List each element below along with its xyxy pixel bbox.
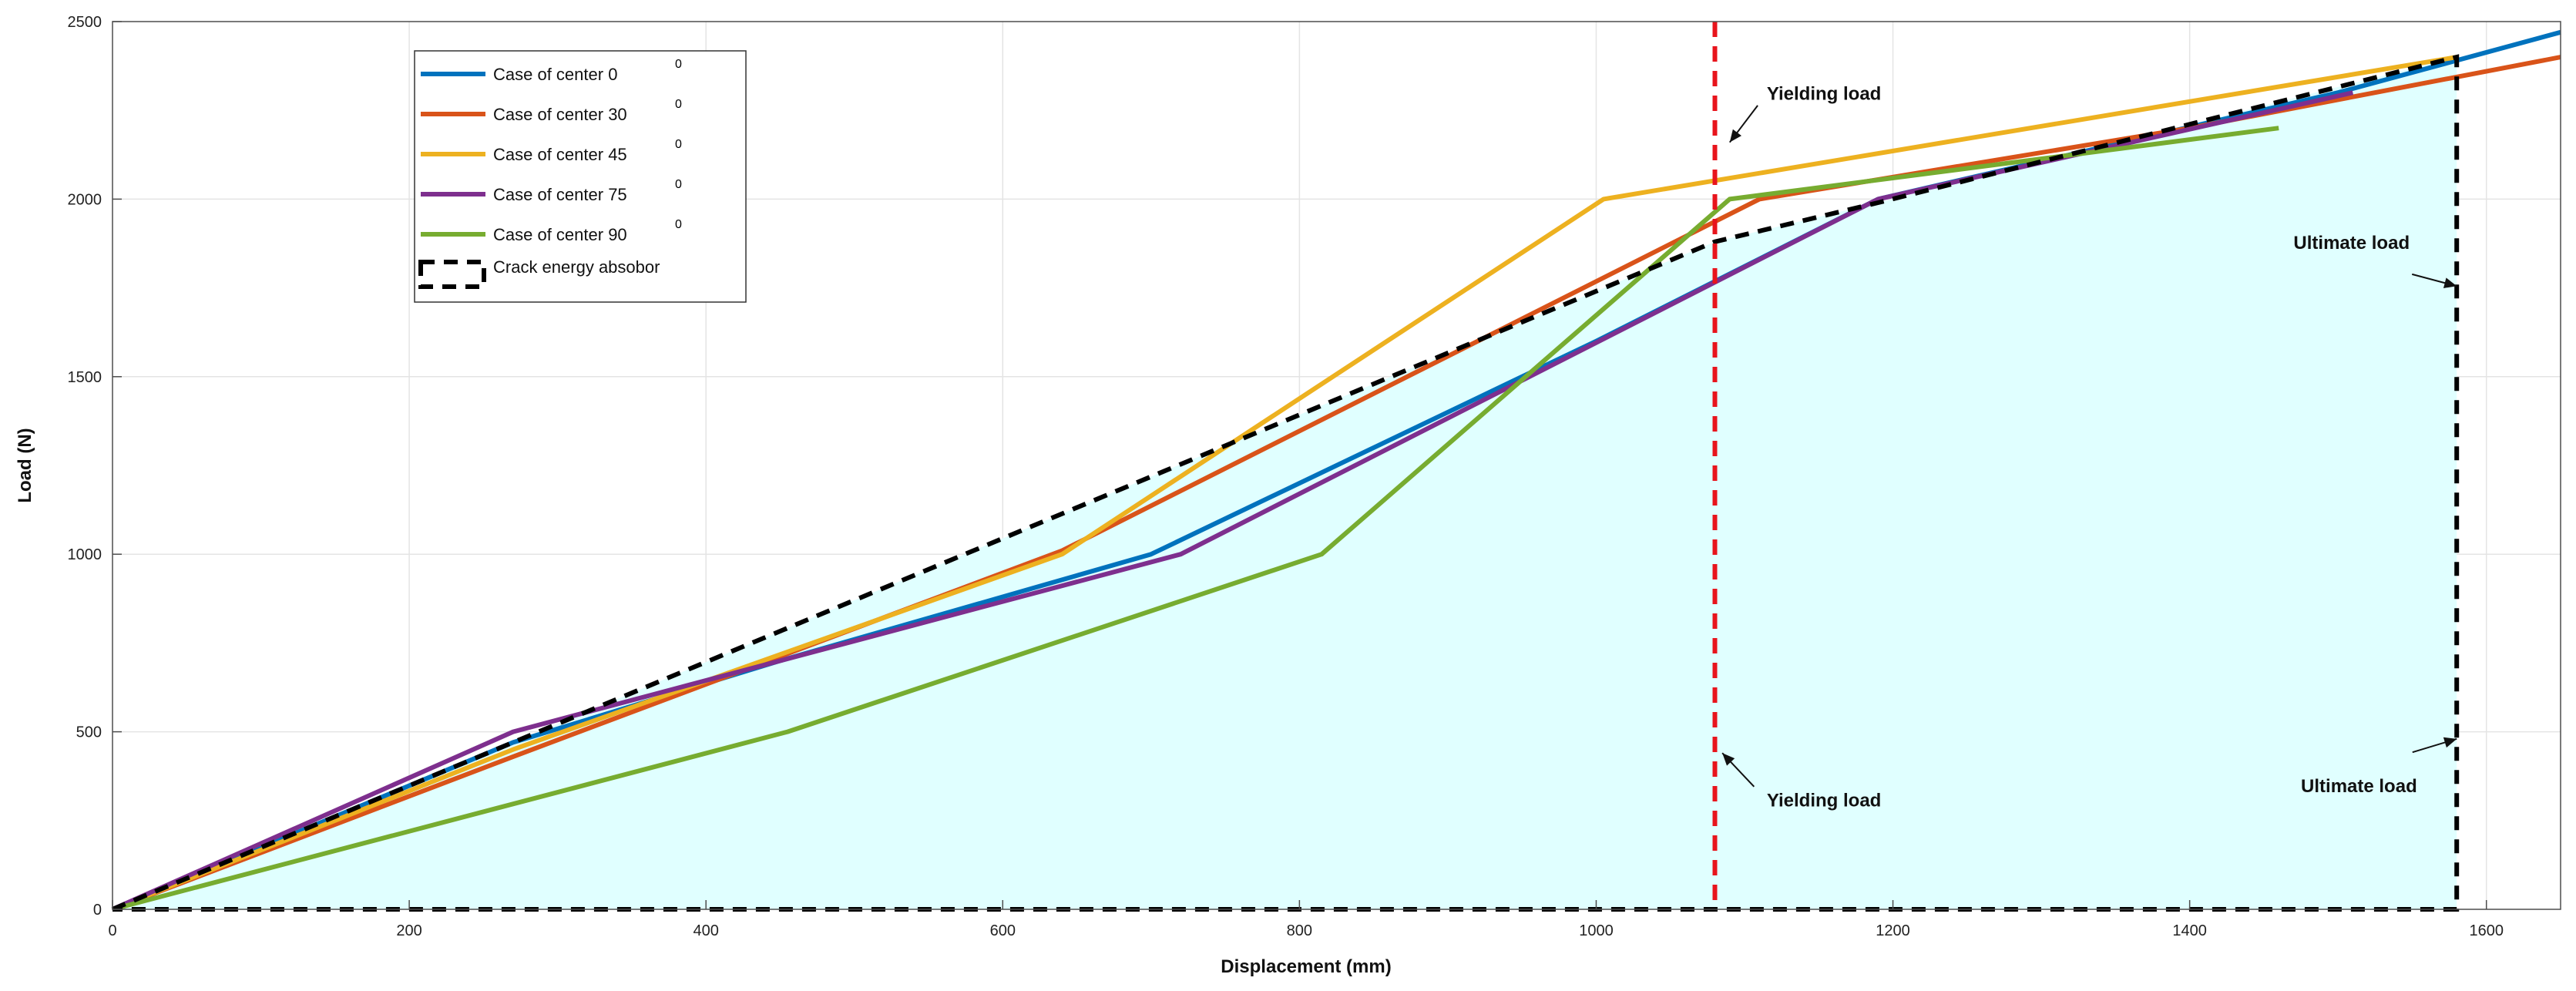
legend-swatch: [418, 260, 486, 289]
annotation-label: Yielding load: [1767, 83, 1881, 104]
annotation-arrowhead: [1729, 129, 1742, 143]
x-tick-label: 800: [1287, 922, 1312, 939]
legend-label: Case of center 45: [493, 145, 627, 164]
y-tick-label: 1500: [68, 369, 102, 386]
x-tick-label: 1600: [2469, 922, 2504, 939]
annotation-arrowhead: [2443, 737, 2457, 748]
x-tick-label: 200: [396, 922, 421, 939]
legend-superscript: 0: [675, 218, 682, 231]
series-line: [111, 55, 2457, 912]
legend-label: Case of center 75: [493, 185, 627, 204]
x-tick-label: 600: [990, 922, 1016, 939]
crack-energy-fill: [113, 57, 2457, 910]
x-tick-label: 1400: [2172, 922, 2207, 939]
x-tick-label: 0: [108, 922, 116, 939]
y-tick-label: 1000: [68, 546, 102, 563]
legend-label: Case of center 90: [493, 225, 627, 244]
y-tick-label: 2000: [68, 191, 102, 208]
x-tick-label: 400: [693, 922, 718, 939]
tick-layer: 0 200 400 600 800 1000 1200 1400 1600 0 500 1000 150…: [68, 14, 2504, 939]
x-tick-label: 1200: [1876, 922, 1910, 939]
annotation-label: Ultimate load: [2293, 233, 2410, 254]
plot-frame: [112, 21, 2561, 910]
x-axis-label: Displacement (mm): [1221, 956, 1391, 977]
y-tick-label: 500: [76, 724, 102, 741]
legend-label: Crack energy absobor: [493, 257, 660, 277]
series-line: [111, 29, 2561, 912]
legend-label: Case of center 0: [493, 65, 617, 84]
annotation-label: Yielding load: [1767, 790, 1881, 811]
annotation-arrowhead: [2443, 277, 2457, 288]
x-tick-label: 1000: [1579, 922, 1614, 939]
legend: Case of center 0 0 Case of center 30 0 Case …: [414, 50, 747, 303]
annotation-label: Ultimate load: [2301, 776, 2417, 797]
y-tick-label: 0: [93, 902, 102, 919]
y-tick-label: 2500: [68, 14, 102, 31]
annotation-arrowhead: [1722, 753, 1735, 766]
y-axis-label: Load (N): [15, 428, 35, 502]
legend-superscript: 0: [675, 138, 682, 151]
legend-superscript: 0: [675, 98, 682, 111]
fill-layer: [113, 57, 2457, 910]
series-line: [112, 126, 2279, 912]
legend-superscript: 0: [675, 178, 682, 191]
annotation-layer: Yielding load Yielding load Ultimate load U…: [1721, 83, 2457, 811]
legend-label: Case of center 30: [493, 105, 627, 124]
legend-superscript: 0: [675, 58, 682, 71]
